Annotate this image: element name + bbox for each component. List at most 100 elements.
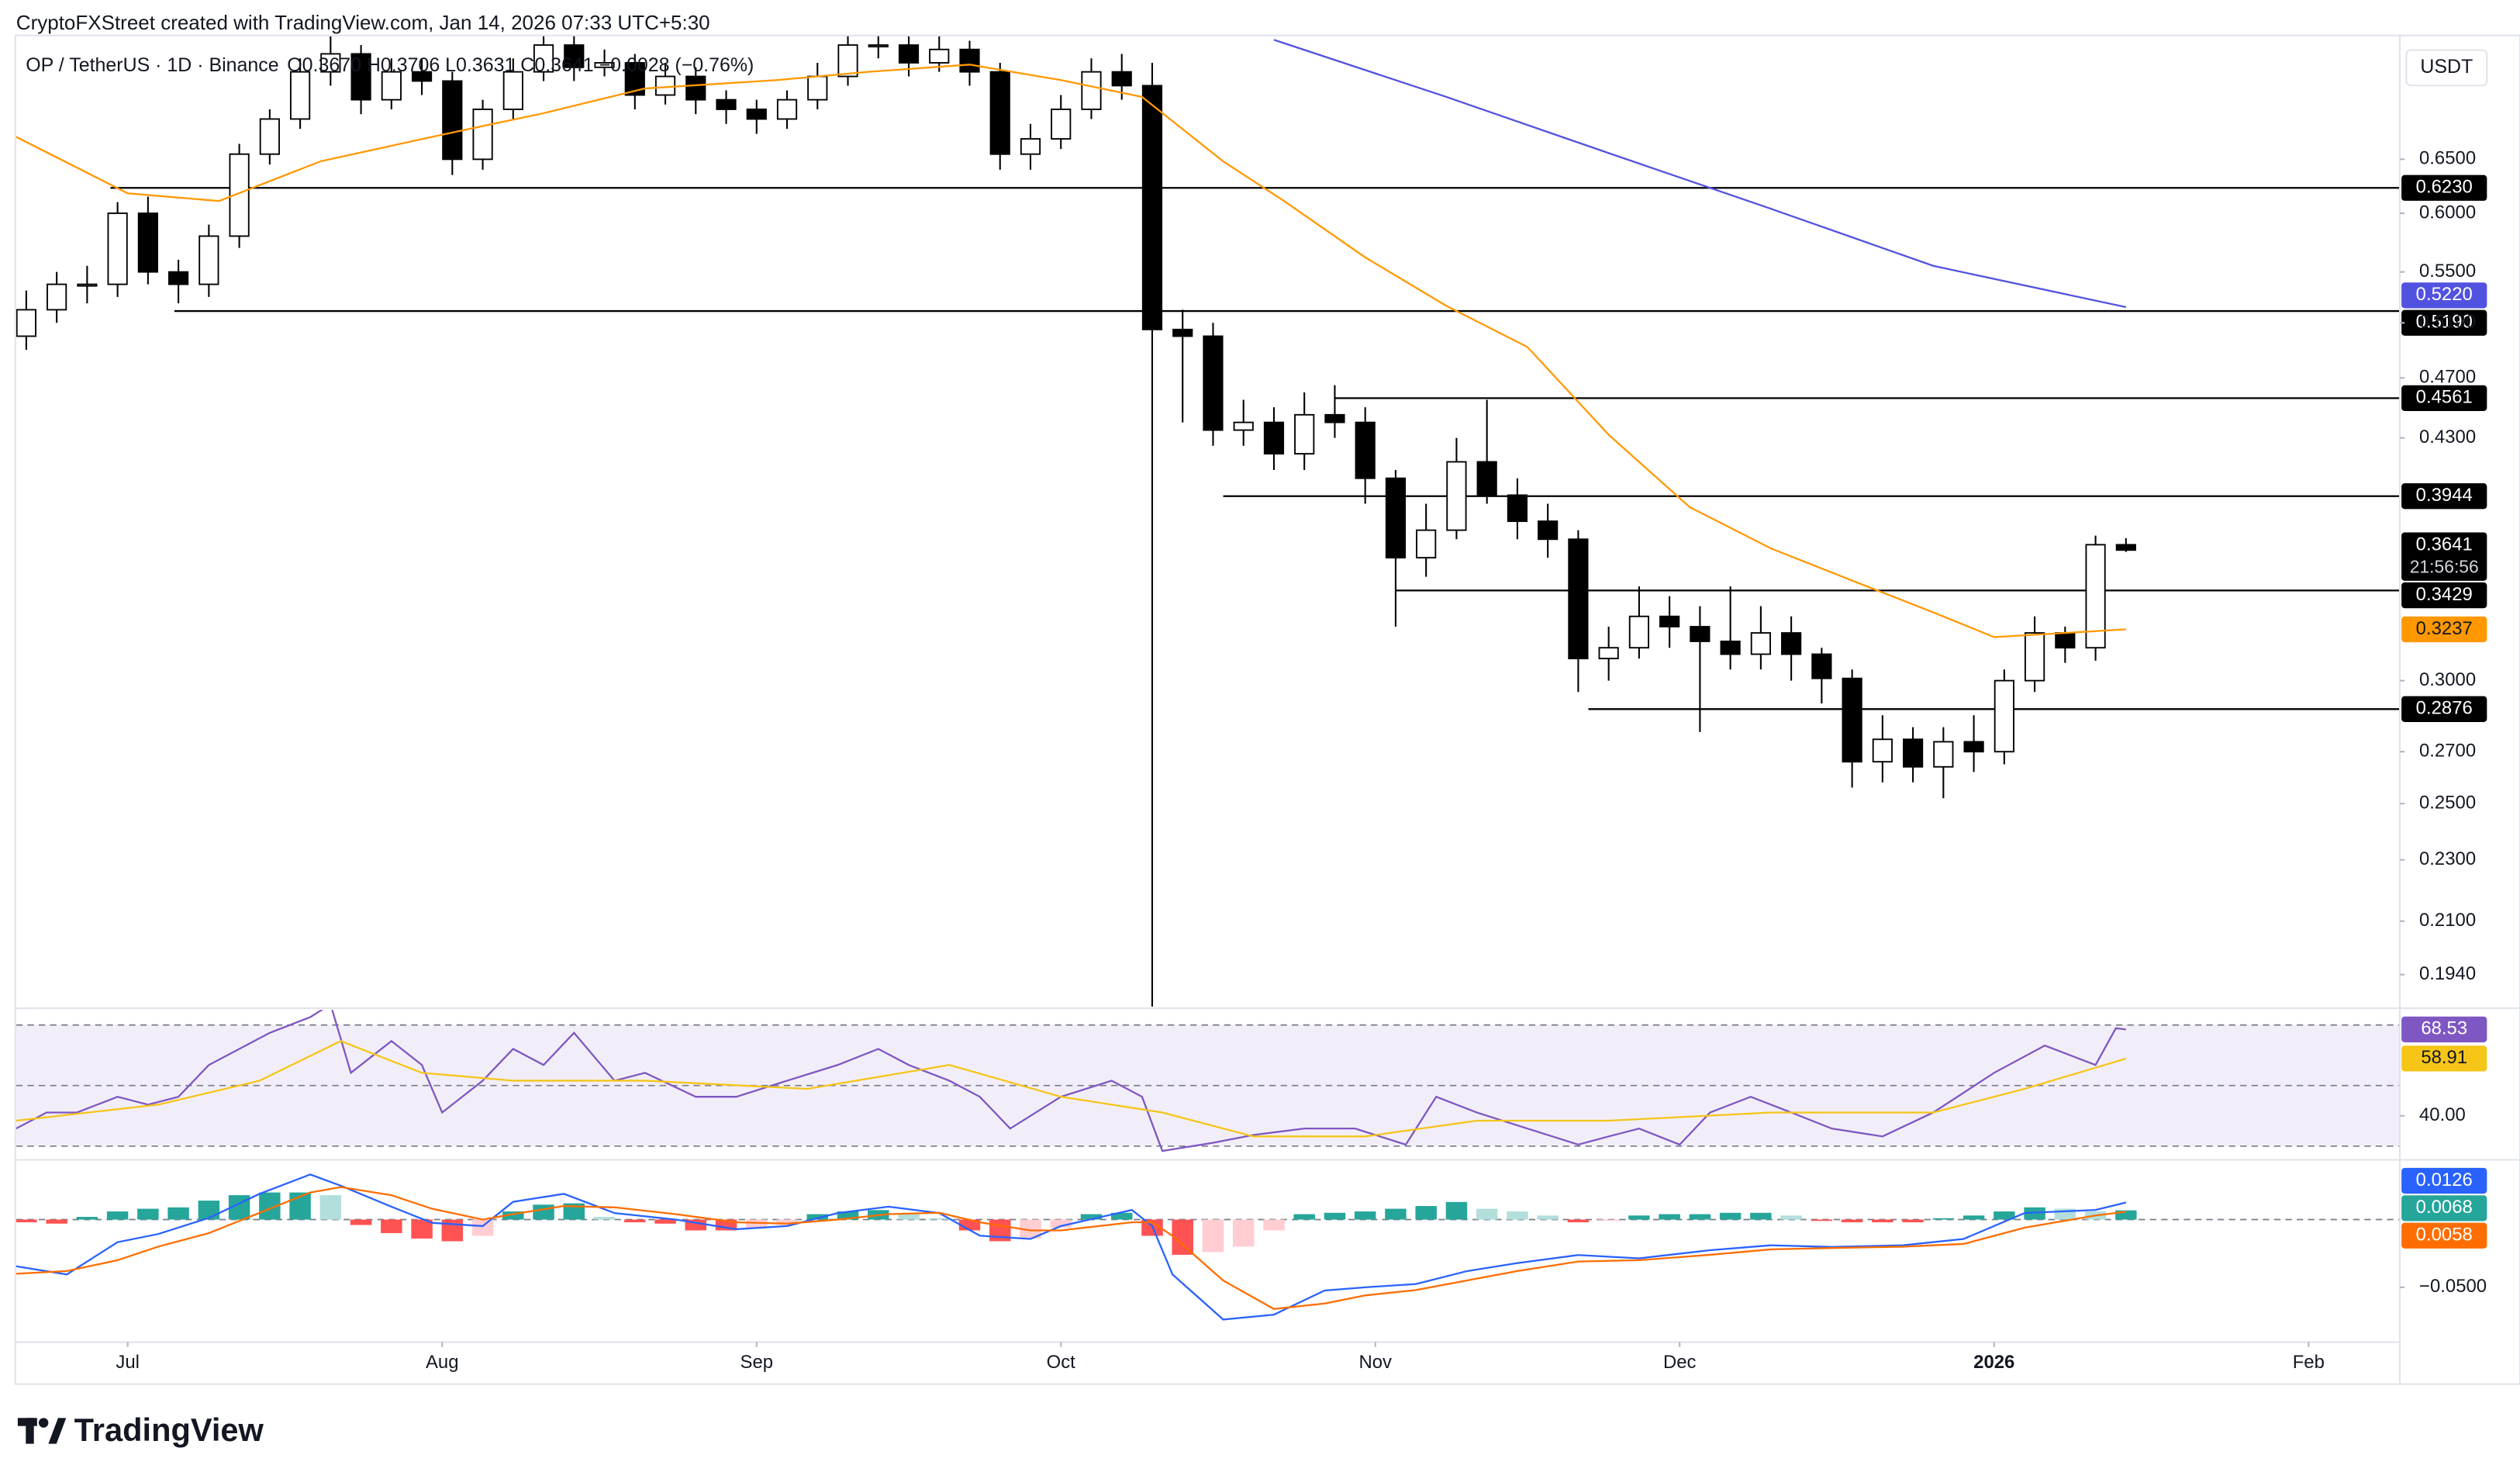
price-label-box — [2401, 582, 2487, 609]
histogram-bar — [1385, 1208, 1407, 1220]
candle-body — [137, 213, 158, 273]
candle-body — [168, 271, 189, 285]
candle-body — [1811, 653, 1832, 679]
histogram-bar — [1293, 1214, 1315, 1220]
candle-body — [1476, 461, 1497, 496]
y-tick-label: 0.5100 — [2419, 312, 2476, 333]
price-label-box — [2401, 385, 2487, 412]
histogram-bar — [1445, 1201, 1468, 1220]
histogram-bar — [198, 1201, 220, 1220]
candle-body — [411, 71, 433, 82]
candle-body — [2115, 544, 2136, 551]
price-label-box — [2401, 174, 2487, 201]
price-label-box — [2401, 483, 2487, 510]
currency-box[interactable] — [2405, 49, 2488, 87]
histogram-bar — [1962, 1215, 1985, 1220]
y-tick-label: 0.3000 — [2419, 669, 2476, 690]
histogram-bar — [167, 1207, 189, 1220]
histogram-bar — [350, 1219, 372, 1225]
histogram-bar — [411, 1219, 433, 1239]
line-series — [16, 1186, 2126, 1310]
histogram-bar — [593, 1217, 616, 1220]
price-label: 0.2876 — [2416, 698, 2473, 719]
candle-body — [1781, 632, 1802, 655]
candle-body — [716, 98, 737, 110]
candle-body — [1507, 494, 1528, 523]
candle-body — [898, 44, 920, 64]
candle-body — [807, 75, 828, 101]
candle-body — [989, 71, 1010, 155]
candle-body — [1720, 641, 1741, 655]
x-tick-label: Sep — [740, 1352, 774, 1373]
candle-body — [1141, 85, 1163, 330]
line-series — [16, 1173, 2127, 1321]
histogram-bar — [654, 1219, 676, 1224]
candle-body — [746, 109, 767, 120]
histogram-bar — [837, 1211, 859, 1220]
histogram-bar — [319, 1195, 342, 1220]
histogram-bar — [1567, 1219, 1590, 1223]
line-series — [16, 1040, 2127, 1138]
x-tick-label: Jul — [116, 1352, 140, 1373]
price-label-box — [2401, 1195, 2487, 1221]
histogram-bar — [76, 1217, 98, 1220]
candle-body — [1690, 626, 1710, 642]
y-tick-label: 40.00 — [2419, 1104, 2466, 1125]
x-tick-label: Feb — [2293, 1352, 2325, 1373]
candle-body — [1538, 520, 1559, 541]
candle-body — [1750, 632, 1771, 655]
pane — [16, 1173, 2401, 1321]
candle-body — [1172, 328, 1193, 337]
price-label-box — [2401, 1045, 2487, 1072]
histogram-bar — [1354, 1211, 1376, 1220]
candle-body — [502, 71, 523, 110]
candle-body — [1233, 421, 1254, 431]
currency[interactable]: USDT — [2420, 56, 2473, 78]
candle-body — [2024, 632, 2045, 682]
candle-body — [1659, 615, 1680, 627]
histogram-bar — [106, 1211, 129, 1220]
candle-body — [654, 75, 676, 96]
histogram-bar — [1172, 1219, 1193, 1255]
histogram-bar — [137, 1208, 159, 1220]
candle-body — [350, 53, 371, 101]
candle-body — [564, 44, 585, 68]
histogram-bar — [1811, 1219, 1833, 1221]
candle-body — [1081, 71, 1102, 110]
price-label: 0.0126 — [2416, 1170, 2473, 1190]
histogram-bar — [1324, 1212, 1346, 1220]
candle-body — [1416, 529, 1437, 559]
line-series — [16, 64, 2126, 638]
histogram-bar — [1050, 1219, 1072, 1228]
price-label-box — [2401, 1222, 2487, 1249]
candle-body — [1963, 741, 1984, 753]
histogram-bar — [1110, 1212, 1133, 1220]
y-tick-label: 0.2700 — [2419, 741, 2476, 762]
histogram-bar — [1080, 1214, 1103, 1220]
histogram-bar — [16, 1219, 37, 1223]
histogram-bar — [928, 1218, 950, 1220]
x-tick-label: Dec — [1663, 1352, 1697, 1373]
candle-body — [776, 98, 798, 120]
price-label: 0.0068 — [2416, 1197, 2473, 1218]
symbol-title: OP / TetherUS · 1D · Binance — [26, 54, 278, 76]
candle-body — [1598, 647, 1619, 660]
y-tick-label: 0.4300 — [2419, 427, 2476, 447]
histogram-bar — [1689, 1214, 1711, 1220]
x-tick-label: Nov — [1359, 1352, 1393, 1373]
histogram-bar — [1902, 1219, 1924, 1223]
histogram-bar — [898, 1214, 920, 1220]
histogram-bar — [502, 1211, 524, 1220]
candle-body — [1903, 738, 1924, 768]
price-label-box — [2401, 696, 2487, 722]
y-tick-label: 0.6000 — [2419, 202, 2476, 223]
histogram-bar — [471, 1219, 494, 1236]
y-tick-label: −0.0500 — [2419, 1276, 2487, 1297]
candle-body — [1628, 615, 1650, 649]
histogram-bar — [1202, 1219, 1224, 1253]
candle-body — [320, 53, 341, 73]
candle-body — [107, 213, 128, 285]
candle-body — [1933, 741, 1954, 768]
